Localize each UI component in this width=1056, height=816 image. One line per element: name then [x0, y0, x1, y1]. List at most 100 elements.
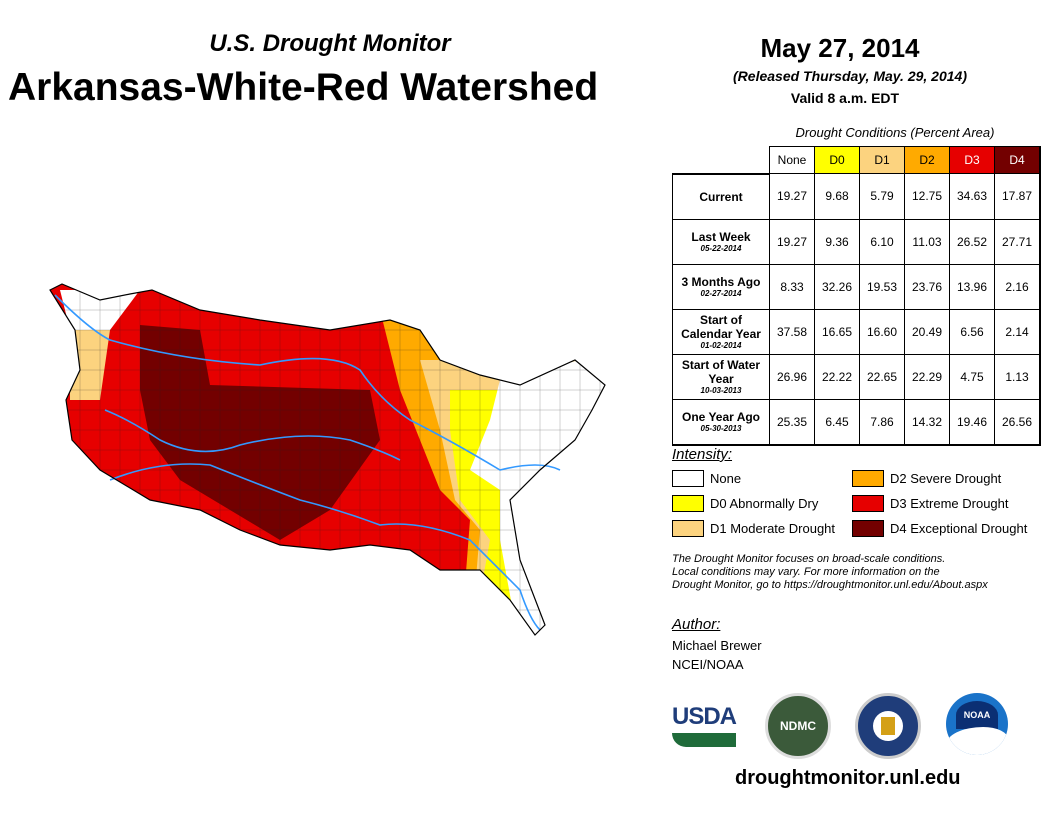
page-title: Arkansas-White-Red Watershed	[8, 66, 599, 109]
table-cell: 16.60	[859, 308, 905, 355]
row-label: One Year Ago 05-30-2013	[672, 398, 770, 445]
usda-hill	[672, 733, 736, 747]
subtitle: U.S. Drought Monitor	[209, 30, 451, 57]
table-row: One Year Ago 05-30-2013 25.35 6.45 7.86 14.32…	[672, 398, 1041, 445]
table-cell: 19.46	[949, 398, 995, 445]
rivers	[54, 294, 561, 631]
noaa-text: NOAA	[956, 701, 998, 729]
swatch	[852, 470, 884, 487]
table-cell: 6.45	[814, 398, 860, 445]
table-row: Start of Water Year 10-03-2013 26.96 22.22 2…	[672, 353, 1041, 400]
table-cell: 6.56	[949, 308, 995, 355]
table-cell: 9.36	[814, 218, 860, 265]
col-d0: D0	[814, 146, 860, 174]
row-label: Last Week 05-22-2014	[672, 218, 770, 265]
swatch	[672, 520, 704, 537]
release-date: (Released Thursday, May. 29, 2014)	[733, 68, 967, 84]
valid-time: Valid 8 a.m. EDT	[790, 90, 900, 106]
legend-d1: D1 Moderate Drought	[672, 520, 852, 537]
table-cell: 20.49	[904, 308, 950, 355]
row-date: 05-30-2013	[700, 424, 742, 433]
legend-d3: D3 Extreme Drought	[852, 495, 1052, 512]
commerce-seal-icon	[855, 693, 921, 759]
table-cell: 6.10	[859, 218, 905, 265]
table-cell: 14.32	[904, 398, 950, 445]
table-cell: 17.87	[994, 173, 1041, 220]
table-row: Start of Calendar Year 01-02-2014 37.58 16.…	[672, 308, 1041, 355]
legend: None D2 Severe Drought D0 Abnormally Dry…	[672, 470, 1052, 537]
row-date: 05-22-2014	[700, 244, 742, 253]
table-cell: 12.75	[904, 173, 950, 220]
row-date: 10-03-2013	[700, 386, 742, 395]
col-d1: D1	[859, 146, 905, 174]
legend-title: Intensity:	[672, 446, 733, 463]
table-header-row: None D0 D1 D2 D3 D4	[672, 146, 1041, 175]
row-label-text: Start of Water Year	[681, 358, 761, 386]
note-line: Local conditions may vary. For more info…	[672, 566, 940, 578]
row-label: Current	[672, 173, 770, 220]
table-cell: 9.68	[814, 173, 860, 220]
row-label: 3 Months Ago 02-27-2014	[672, 263, 770, 310]
table-cell: 37.58	[769, 308, 815, 355]
table-cell: 32.26	[814, 263, 860, 310]
website-url: droughtmonitor.unl.edu	[735, 767, 961, 789]
table-cell: 23.76	[904, 263, 950, 310]
table-cell: 16.65	[814, 308, 860, 355]
watershed-map	[49, 283, 606, 636]
swatch	[852, 520, 884, 537]
legend-label: D1 Moderate Drought	[710, 521, 836, 536]
table-cell: 19.27	[769, 173, 815, 220]
ndmc-logo: NDMC	[765, 693, 831, 759]
row-label: Start of Water Year 10-03-2013	[672, 353, 770, 400]
noaa-logo: NOAA	[946, 693, 1008, 755]
table-cell: 4.75	[949, 353, 995, 400]
noaa-wave	[946, 727, 1008, 755]
ndmc-text: NDMC	[780, 719, 816, 733]
col-d3: D3	[949, 146, 995, 174]
legend-label: None	[710, 471, 742, 486]
table-cell: 2.14	[994, 308, 1041, 355]
table-cell: 11.03	[904, 218, 950, 265]
table-row: 3 Months Ago 02-27-2014 8.33 32.26 19.53 23.7…	[672, 263, 1041, 310]
legend-label: D4 Exceptional Drought	[890, 521, 1028, 536]
note-line: Drought Monitor, go to https://droughtmo…	[672, 579, 988, 591]
author-heading: Author:	[672, 616, 721, 633]
table-cell: 26.56	[994, 398, 1041, 445]
row-label-text: Start of Calendar Year	[681, 313, 761, 341]
table-cell: 5.79	[859, 173, 905, 220]
row-label: Start of Calendar Year 01-02-2014	[672, 308, 770, 355]
legend-d2: D2 Severe Drought	[852, 470, 1052, 487]
drought-conditions-table: None D0 D1 D2 D3 D4 Current 19.27 9.68 5.79…	[672, 146, 1041, 446]
author-name: Michael Brewer	[672, 638, 762, 653]
table-row: Last Week 05-22-2014 19.27 9.36 6.10 11.03 26.…	[672, 218, 1041, 265]
legend-d0: D0 Abnormally Dry	[672, 495, 852, 512]
table-cell: 26.52	[949, 218, 995, 265]
table-cell: 19.53	[859, 263, 905, 310]
table-cell: 27.71	[994, 218, 1041, 265]
table-caption: Drought Conditions (Percent Area)	[795, 125, 995, 140]
legend-label: D2 Severe Drought	[890, 471, 1002, 486]
row-label-text: One Year Ago	[681, 410, 761, 424]
table-cell: 2.16	[994, 263, 1041, 310]
table-row: Current 19.27 9.68 5.79 12.75 34.63 17.87	[672, 173, 1041, 220]
table-cell: 19.27	[769, 218, 815, 265]
table-cell: 22.29	[904, 353, 950, 400]
legend-label: D0 Abnormally Dry	[710, 496, 819, 511]
table-cell: 8.33	[769, 263, 815, 310]
row-label-text: Current	[699, 189, 743, 204]
table-cell: 34.63	[949, 173, 995, 220]
note-line: The Drought Monitor focuses on broad-sca…	[672, 553, 946, 565]
legend-none: None	[672, 470, 852, 487]
map-date: May 27, 2014	[760, 33, 920, 63]
usda-text: USDA	[672, 703, 737, 730]
table-cell: 1.13	[994, 353, 1041, 400]
table-cell: 22.65	[859, 353, 905, 400]
table-cell: 26.96	[769, 353, 815, 400]
row-label-text: Last Week	[691, 230, 751, 244]
usda-logo: USDA	[672, 703, 737, 749]
legend-d4: D4 Exceptional Drought	[852, 520, 1052, 537]
row-date: 01-02-2014	[700, 341, 742, 350]
row-date: 02-27-2014	[700, 289, 742, 298]
disclaimer-note: The Drought Monitor focuses on broad-sca…	[672, 553, 1052, 592]
